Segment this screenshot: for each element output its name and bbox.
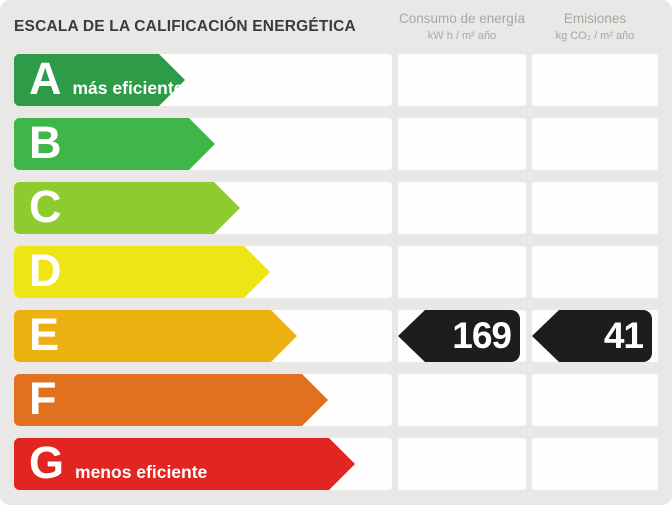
- emissions-cell-b: [532, 118, 658, 170]
- rating-row-b: B: [14, 118, 658, 170]
- scale-bar-panel-e: E: [14, 310, 392, 362]
- grade-letter-e: E: [29, 309, 60, 360]
- emissions-cell-c: [532, 182, 658, 234]
- emissions-cell-a: [532, 54, 658, 106]
- consumption-column-unit: kW h / m² año: [427, 29, 497, 42]
- scale-arrow-d: D: [14, 246, 270, 298]
- consumption-value-badge: 169: [398, 310, 520, 362]
- consumption-cell-g: [398, 438, 526, 490]
- scale-arrow-c: C: [14, 182, 240, 234]
- consumption-column-label: Consumo de energía: [398, 10, 526, 26]
- least-efficient-label: menos eficiente: [75, 462, 208, 482]
- scale-arrow-b: B: [14, 118, 215, 170]
- emissions-column-unit: kg CO₂ / m² año: [555, 29, 635, 42]
- column-header-consumption: Consumo de energía kW h / m² año: [398, 11, 526, 44]
- consumption-cell-f: [398, 374, 526, 426]
- scale-bar-panel-d: D: [14, 246, 392, 298]
- emissions-column-label: Emisiones: [563, 10, 627, 26]
- emissions-cell-f: [532, 374, 658, 426]
- emissions-cell-g: [532, 438, 658, 490]
- column-header-emissions: Emisiones kg CO₂ / m² año: [532, 11, 658, 44]
- header: ESCALA DE LA CALIFICACIÓN ENERGÉTICA Con…: [14, 0, 658, 54]
- emissions-cell-e: 41: [532, 310, 658, 362]
- page-title: ESCALA DE LA CALIFICACIÓN ENERGÉTICA: [14, 18, 356, 35]
- grade-letter-g: G: [29, 437, 65, 488]
- grade-letter-b: B: [29, 117, 62, 168]
- rating-row-e: E 169 41: [14, 310, 658, 362]
- scale-arrow-e: E: [14, 310, 297, 362]
- scale-arrow-f: F: [14, 374, 328, 426]
- emissions-value-badge: 41: [532, 310, 652, 362]
- rating-row-d: D: [14, 246, 658, 298]
- consumption-cell-b: [398, 118, 526, 170]
- rating-row-c: C: [14, 182, 658, 234]
- grade-letter-d: D: [29, 245, 62, 296]
- grade-letter-a: A: [29, 53, 62, 104]
- grade-letter-c: C: [29, 181, 62, 232]
- consumption-cell-e: 169: [398, 310, 526, 362]
- consumption-cell-c: [398, 182, 526, 234]
- consumption-cell-a: [398, 54, 526, 106]
- grade-letter-f: F: [29, 373, 57, 424]
- scale-bar-panel-c: C: [14, 182, 392, 234]
- rating-row-f: F: [14, 374, 658, 426]
- consumption-cell-d: [398, 246, 526, 298]
- scale-bar-panel-f: F: [14, 374, 392, 426]
- most-efficient-label: más eficiente: [72, 78, 184, 98]
- scale-bar-panel-b: B: [14, 118, 392, 170]
- emissions-cell-d: [532, 246, 658, 298]
